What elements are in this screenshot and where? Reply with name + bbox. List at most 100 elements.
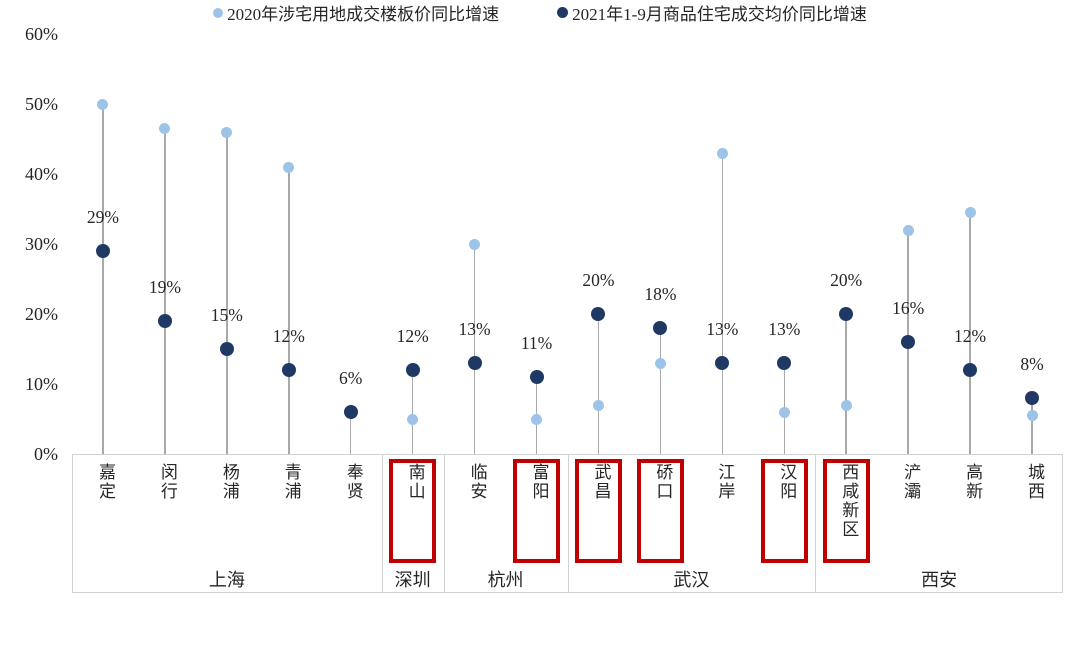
- y-axis-tick-label: 10%: [25, 374, 58, 394]
- data-point-land-2020: [283, 161, 295, 173]
- stem-line: [659, 328, 662, 454]
- legend-item-land-2020: 2020年涉宅用地成交楼板价同比增速: [213, 0, 499, 25]
- data-point-land-2020: [469, 238, 481, 250]
- data-point-land-2020: [221, 126, 233, 138]
- data-point-house-2021: [467, 356, 482, 370]
- data-label: 13%: [768, 319, 801, 339]
- data-label: 13%: [706, 319, 739, 339]
- y-axis-tick-label: 40%: [25, 164, 58, 184]
- district-label: 汉阳: [777, 463, 797, 501]
- stem-line: [411, 370, 414, 454]
- data-label: 19%: [148, 277, 181, 297]
- data-label: 20%: [582, 270, 615, 290]
- data-point-house-2021: [777, 356, 792, 370]
- stem-line: [845, 314, 847, 454]
- data-label: 29%: [86, 207, 119, 227]
- district-label: 临安: [467, 463, 487, 501]
- city-label: 深圳: [394, 570, 431, 590]
- data-point-land-2020: [840, 399, 852, 411]
- data-point-land-2020: [654, 357, 666, 369]
- data-point-land-2020: [778, 406, 790, 418]
- data-label: 18%: [644, 284, 677, 304]
- group-divider: [443, 454, 445, 593]
- data-point-house-2021: [901, 335, 916, 349]
- city-label: 杭州: [487, 570, 524, 590]
- data-point-land-2020: [902, 224, 914, 236]
- data-point-house-2021: [95, 244, 110, 258]
- group-divider: [381, 454, 383, 593]
- stem-line: [597, 314, 600, 454]
- data-point-house-2021: [839, 307, 854, 321]
- city-label: 西安: [921, 570, 958, 590]
- group-divider: [815, 454, 817, 593]
- district-label: 嘉定: [95, 463, 115, 501]
- data-label: 11%: [520, 333, 553, 353]
- stem-line: [349, 412, 352, 454]
- data-point-house-2021: [343, 405, 358, 419]
- stem-line: [969, 212, 971, 454]
- stem-line: [473, 244, 476, 454]
- data-point-land-2020: [1026, 410, 1038, 421]
- data-point-land-2020: [964, 207, 976, 218]
- stem-line: [164, 128, 166, 454]
- data-point-house-2021: [963, 363, 978, 377]
- district-label: 硚口: [653, 463, 673, 501]
- city-label: 武汉: [673, 570, 710, 590]
- data-label: 16%: [892, 298, 925, 318]
- highlight-box: [760, 459, 808, 563]
- data-label: 8%: [1020, 354, 1044, 374]
- data-point-house-2021: [281, 363, 296, 377]
- highlight-box: [389, 459, 437, 563]
- district-label: 浐灞: [901, 463, 921, 501]
- data-point-house-2021: [405, 363, 420, 377]
- y-axis-tick-label: 50%: [25, 94, 58, 114]
- legend-label-land-2020: 2020年涉宅用地成交楼板价同比增速: [227, 5, 500, 24]
- highlight-box: [636, 459, 684, 563]
- data-point-land-2020: [97, 98, 109, 110]
- y-axis-tick-label: 60%: [25, 24, 58, 44]
- y-axis-tick-label: 0%: [34, 444, 58, 464]
- y-axis-tick-label: 30%: [25, 234, 58, 254]
- data-point-land-2020: [531, 413, 543, 425]
- highlight-box: [574, 459, 622, 563]
- district-label: 武昌: [591, 463, 611, 501]
- legend-circle-icon-light: [213, 7, 224, 18]
- stem-line: [102, 104, 104, 454]
- data-label: 12%: [954, 326, 987, 346]
- data-label: 13%: [458, 319, 491, 339]
- legend: 2020年涉宅用地成交楼板价同比增速 2021年1-9月商品住宅成交均价同比增速: [0, 0, 1080, 25]
- city-label: 上海: [208, 570, 245, 590]
- data-point-land-2020: [716, 147, 728, 159]
- district-label: 高新: [963, 463, 983, 501]
- data-label: 20%: [830, 270, 863, 290]
- group-divider: [567, 454, 569, 593]
- data-label: 15%: [210, 305, 243, 325]
- y-axis-tick-label: 20%: [25, 304, 58, 324]
- stem-line: [226, 132, 228, 454]
- data-label: 6%: [339, 368, 363, 388]
- data-point-house-2021: [591, 307, 606, 321]
- district-label: 富阳: [529, 463, 549, 501]
- district-label: 杨浦: [219, 463, 239, 501]
- data-point-land-2020: [407, 413, 419, 425]
- data-point-house-2021: [219, 342, 234, 356]
- district-label: 城西: [1025, 463, 1045, 501]
- district-label: 青浦: [281, 463, 301, 501]
- stem-line: [721, 153, 724, 454]
- data-label: 12%: [272, 326, 305, 346]
- data-point-house-2021: [157, 314, 172, 328]
- legend-circle-icon-dark: [557, 7, 569, 18]
- stem-line: [1031, 398, 1033, 454]
- data-label: 12%: [396, 326, 429, 346]
- legend-item-house-2021: 2021年1-9月商品住宅成交均价同比增速: [557, 0, 867, 25]
- highlight-box: [513, 459, 561, 563]
- district-label: 南山: [405, 463, 425, 501]
- data-point-house-2021: [653, 321, 668, 335]
- district-label: 西咸新区: [839, 463, 859, 539]
- data-point-land-2020: [159, 123, 171, 134]
- district-label: 闵行: [157, 463, 177, 501]
- district-label: 江岸: [715, 463, 735, 501]
- legend-label-house-2021: 2021年1-9月商品住宅成交均价同比增速: [572, 5, 867, 24]
